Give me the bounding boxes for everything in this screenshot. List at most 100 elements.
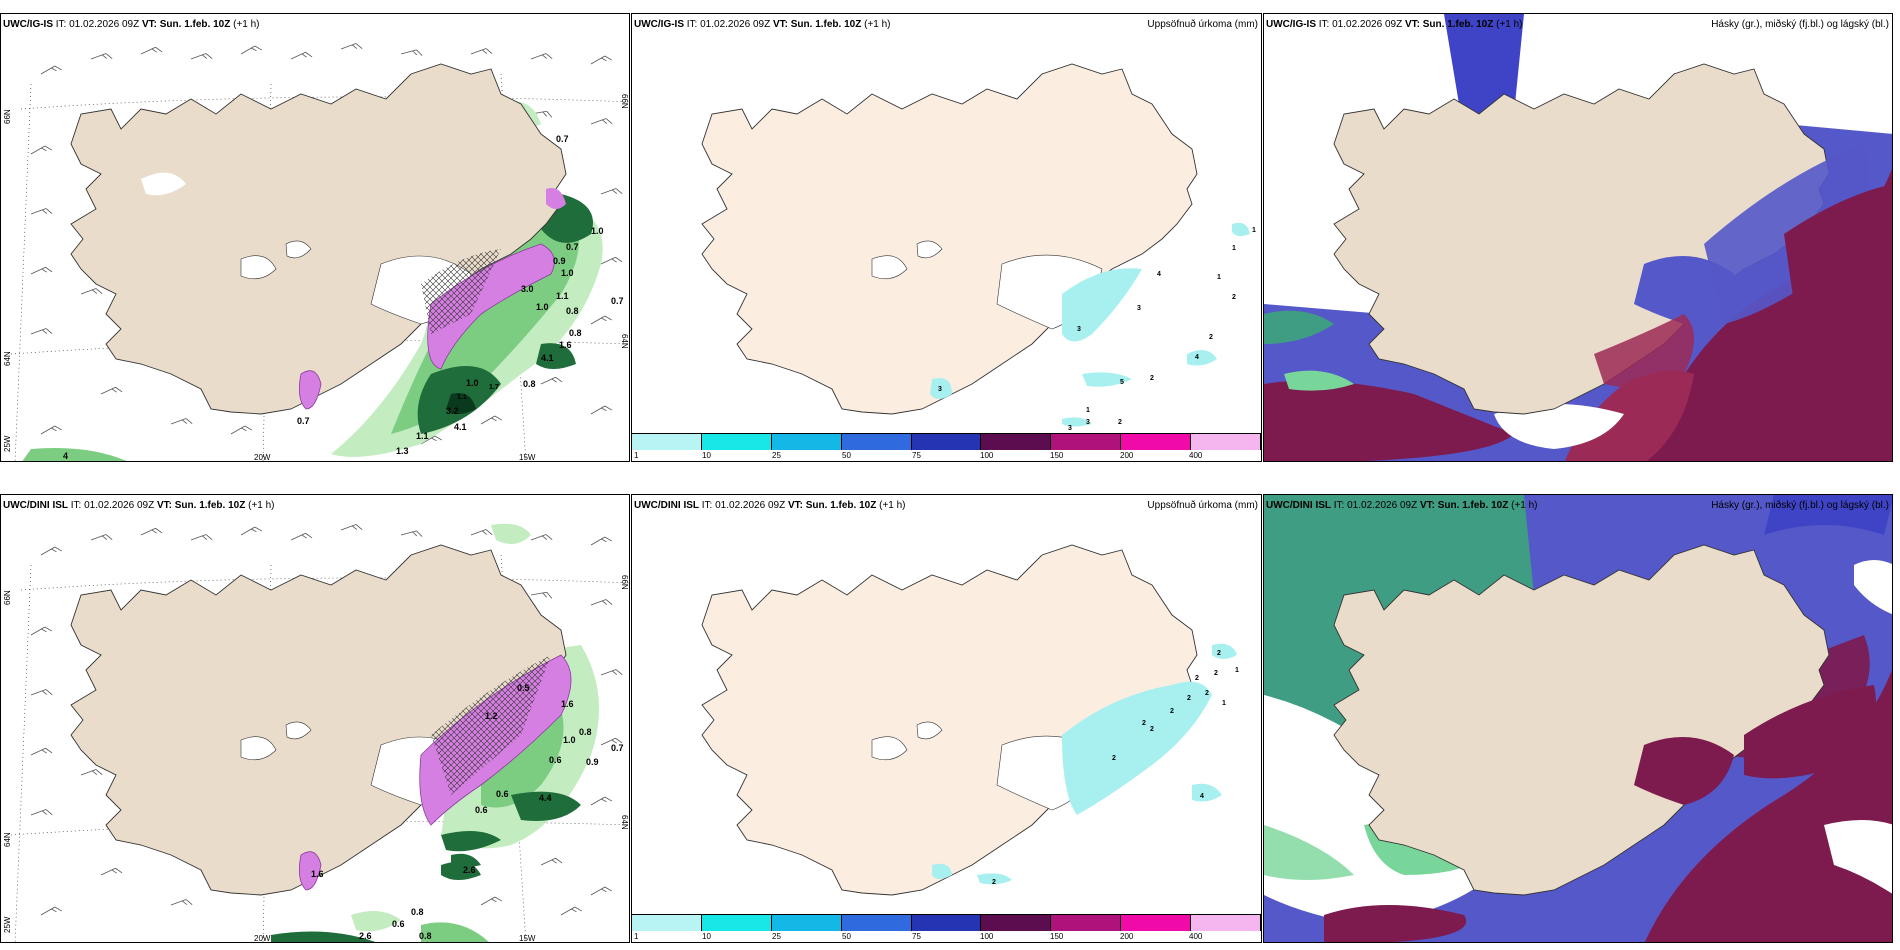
colorbar-swatch xyxy=(1051,915,1122,931)
value-label: 1.1 xyxy=(556,291,569,301)
lat-label: 64N xyxy=(3,832,12,847)
value-label: 1.6 xyxy=(311,869,324,879)
panel-header: UWC/DINI ISL IT: 01.02.2026 09Z VT: Sun.… xyxy=(3,500,275,511)
lat-label: 64N xyxy=(620,334,629,349)
colorbar-swatch xyxy=(1191,434,1261,450)
value-label: 1.0 xyxy=(536,302,549,312)
colorbar-tick: 75 xyxy=(912,451,921,460)
value-label: 1.3 xyxy=(396,446,409,456)
value-label: 0.8 xyxy=(411,907,424,917)
cloud-map-top: UWC/IG-IS IT: 01.02.2026 09Z VT: Sun. 1.… xyxy=(1263,13,1893,462)
value-label: 2 xyxy=(1112,755,1116,762)
lon-label: 15W xyxy=(519,934,536,943)
lon-label: 25W xyxy=(3,435,12,452)
value-label: 1 xyxy=(1086,407,1090,414)
value-label: 0.8 xyxy=(419,931,432,941)
colorbar-tick: 150 xyxy=(1050,932,1064,941)
colorbar-swatch xyxy=(632,915,702,931)
colorbar-swatch xyxy=(911,915,982,931)
value-label: 3 xyxy=(1068,425,1072,432)
panel-header: UWC/DINI ISL IT: 01.02.2026 09Z VT: Sun.… xyxy=(1266,500,1538,511)
lat-label: 64N xyxy=(620,815,629,830)
lon-label: 25W xyxy=(3,916,12,933)
precip-colorbar: 1 10 25 50 75 100 150 200 400 xyxy=(632,433,1261,461)
value-label: 0.7 xyxy=(556,134,569,144)
value-label: 4.4 xyxy=(539,793,552,803)
colorbar-tick: 10 xyxy=(702,932,711,941)
colorbar-tick: 25 xyxy=(772,451,781,460)
colorbar-tick: 10 xyxy=(702,451,711,460)
value-label: 3 xyxy=(1077,326,1081,333)
value-label: 0.6 xyxy=(496,789,509,799)
panel-header: UWC/IG-IS IT: 01.02.2026 09Z VT: Sun. 1.… xyxy=(3,19,260,30)
value-label: 2 xyxy=(1232,294,1236,301)
colorbar-tick: 25 xyxy=(772,932,781,941)
value-label: 1.0 xyxy=(466,378,479,388)
colorbar-swatch xyxy=(771,434,842,450)
value-label: 1.0 xyxy=(591,226,604,236)
map-canvas: 1.2 0.5 1.6 1.0 0.7 0.6 0.9 0.8 4.4 0.6 … xyxy=(10,522,629,942)
map-canvas xyxy=(1264,495,1892,942)
value-label: 0.8 xyxy=(523,379,536,389)
panel-header: UWC/IG-IS IT: 01.02.2026 09Z VT: Sun. 1.… xyxy=(634,19,891,30)
precip-values: 1 1 1 2 2 4 5 2 1 3 2 3 4 3 3 3 xyxy=(938,227,1256,432)
colorbar-swatch xyxy=(1121,434,1192,450)
value-label: 5 xyxy=(1120,379,1124,386)
colorbar-tick: 1 xyxy=(634,451,639,460)
precip-values: 2 2 1 2 2 2 1 2 4 2 2 2 2 xyxy=(992,650,1239,886)
colorbar-tick: 75 xyxy=(912,932,921,941)
value-label: 1 xyxy=(1217,274,1221,281)
colorbar-tick: 150 xyxy=(1050,451,1064,460)
value-label: 3 xyxy=(938,386,942,393)
value-label: 1.6 xyxy=(561,699,574,709)
map-canvas xyxy=(1264,14,1892,461)
value-label: 2 xyxy=(1214,670,1218,677)
value-label: 4 xyxy=(1200,793,1204,800)
value-label: 0.9 xyxy=(553,256,566,266)
value-label: 1.2 xyxy=(485,711,498,721)
value-label: 2.6 xyxy=(359,931,372,941)
cloud-map-bottom: UWC/DINI ISL IT: 01.02.2026 09Z VT: Sun.… xyxy=(1263,494,1893,943)
map-canvas: 0.7 1.0 0.7 1.0 0.9 3.0 1.0 1.1 0.8 0.7 … xyxy=(10,41,629,461)
value-label: 4 xyxy=(1157,271,1161,278)
value-label: 1.6 xyxy=(559,340,572,350)
lon-label: 20W xyxy=(254,934,271,943)
panel-title: Uppsöfnuð úrkoma (mm) xyxy=(1147,500,1258,511)
value-label: 2 xyxy=(1195,675,1199,682)
value-label: 0.6 xyxy=(392,919,405,929)
value-label: 2 xyxy=(1205,690,1209,697)
colorbar-tick: 50 xyxy=(842,932,851,941)
value-label: 2 xyxy=(1209,334,1213,341)
colorbar-swatch xyxy=(632,434,702,450)
value-label: 2 xyxy=(1150,375,1154,382)
lat-label: 66N xyxy=(620,575,629,590)
colorbar-tick: 100 xyxy=(980,451,994,460)
lat-label: 66N xyxy=(3,590,12,605)
value-label: 0.8 xyxy=(566,306,579,316)
colorbar-swatch xyxy=(1121,915,1192,931)
value-label: 1.1 xyxy=(416,431,429,441)
value-label: 0.7 xyxy=(566,242,579,252)
lat-label: 66N xyxy=(620,94,629,109)
wind-precip-map-bottom: UWC/DINI ISL IT: 01.02.2026 09Z VT: Sun.… xyxy=(0,494,630,943)
value-label: 2 xyxy=(1142,720,1146,727)
colorbar-swatch xyxy=(701,434,772,450)
value-label: 1.1 xyxy=(457,394,467,401)
value-label: 3 xyxy=(1086,419,1090,426)
colorbar-swatch xyxy=(701,915,772,931)
value-label: 1 xyxy=(1232,245,1236,252)
value-label: 1.0 xyxy=(563,735,576,745)
value-label: 4.1 xyxy=(541,353,554,363)
value-label: 2 xyxy=(1118,419,1122,426)
panel-title: Uppsöfnuð úrkoma (mm) xyxy=(1147,19,1258,30)
colorbar-swatch xyxy=(841,434,912,450)
value-label: 0.5 xyxy=(517,683,530,693)
panel-title: Hásky (gr.), miðský (fj.bl.) og lágský (… xyxy=(1711,19,1889,30)
colorbar-tick: 100 xyxy=(980,932,994,941)
value-label: 0.7 xyxy=(297,416,310,426)
value-label: 2 xyxy=(1217,650,1221,657)
value-label: 2 xyxy=(1187,695,1191,702)
value-label: 1.7 xyxy=(489,384,499,391)
colorbar-swatch xyxy=(1191,915,1261,931)
map-canvas: 2 2 1 2 2 2 1 2 4 2 2 2 2 xyxy=(701,544,1239,896)
